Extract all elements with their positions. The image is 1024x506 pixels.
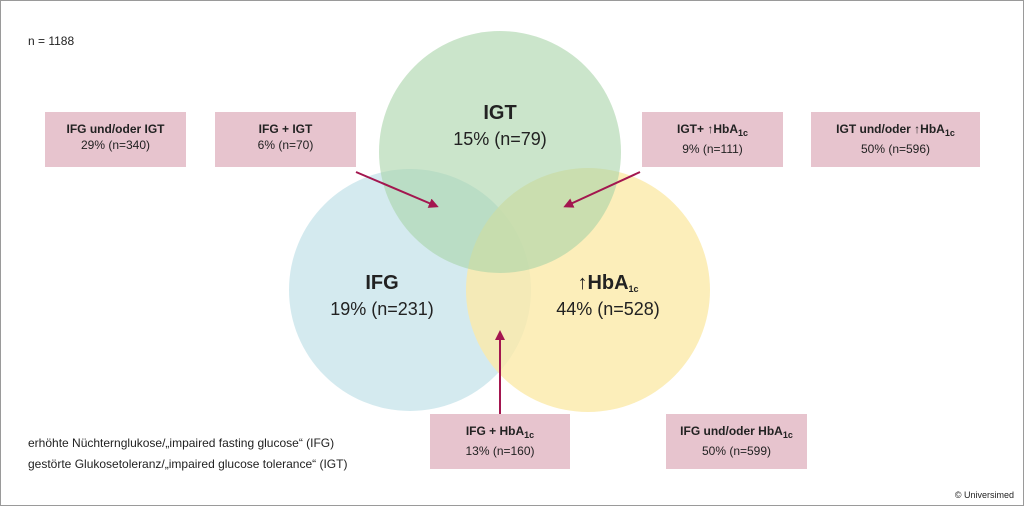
circle-igt	[379, 31, 621, 273]
box-ifg-or-hba1c-title: IFG und/oder HbA1c	[680, 424, 793, 440]
box-ifg-or-igt-value: 29% (n=340)	[80, 138, 151, 152]
ifg-label: IFG 19% (n=231)	[292, 272, 472, 320]
credit: © Universimed	[954, 490, 1014, 500]
ifg-value: 19% (n=231)	[330, 299, 434, 319]
arrow-ifg-igt	[355, 171, 439, 208]
hba1c-label: ↑HbA1c 44% (n=528)	[518, 272, 698, 320]
box-ifg-or-igt: IFG und/oder IGT 29% (n=340)	[45, 112, 186, 167]
legend-ifg: erhöhte Nüchternglukose/„impaired fastin…	[28, 436, 335, 450]
box-ifg-and-hba1c: IFG + HbA1c 13% (n=160)	[430, 414, 570, 469]
box-igt-or-hba1c-value: 50% (n=596)	[860, 142, 931, 156]
box-ifg-or-igt-title: IFG und/oder IGT	[66, 122, 165, 136]
box-ifg-and-hba1c-value: 13% (n=160)	[465, 444, 535, 458]
box-ifg-and-igt: IFG + IGT 6% (n=70)	[215, 112, 356, 167]
hba1c-value: 44% (n=528)	[556, 299, 660, 319]
ifg-title: IFG	[365, 272, 399, 294]
hba1c-title: ↑HbA1c	[577, 272, 639, 294]
sample-size: n = 1188	[28, 34, 75, 48]
box-igt-and-hba1c: IGT+ ↑HbA1c 9% (n=111)	[642, 112, 783, 167]
igt-title: IGT	[483, 102, 517, 124]
box-igt-and-hba1c-value: 9% (n=111)	[682, 142, 743, 156]
box-ifg-and-igt-value: 6% (n=70)	[257, 138, 314, 152]
box-igt-and-hba1c-title: IGT+ ↑HbA1c	[676, 122, 749, 138]
arrow-igt-hba1c	[563, 171, 641, 208]
box-igt-or-hba1c: IGT und/oder ↑HbA1c 50% (n=596)	[811, 112, 980, 167]
box-ifg-or-hba1c-value: 50% (n=599)	[701, 444, 772, 458]
legend-igt: gestörte Glukosetoleranz/„impaired gluco…	[28, 457, 348, 471]
box-ifg-or-hba1c: IFG und/oder HbA1c 50% (n=599)	[666, 414, 807, 469]
igt-label: IGT 15% (n=79)	[410, 102, 590, 150]
box-ifg-and-igt-title: IFG + IGT	[258, 122, 313, 136]
igt-value: 15% (n=79)	[453, 129, 547, 149]
box-ifg-and-hba1c-title: IFG + HbA1c	[465, 424, 535, 440]
box-igt-or-hba1c-title: IGT und/oder ↑HbA1c	[836, 122, 955, 138]
